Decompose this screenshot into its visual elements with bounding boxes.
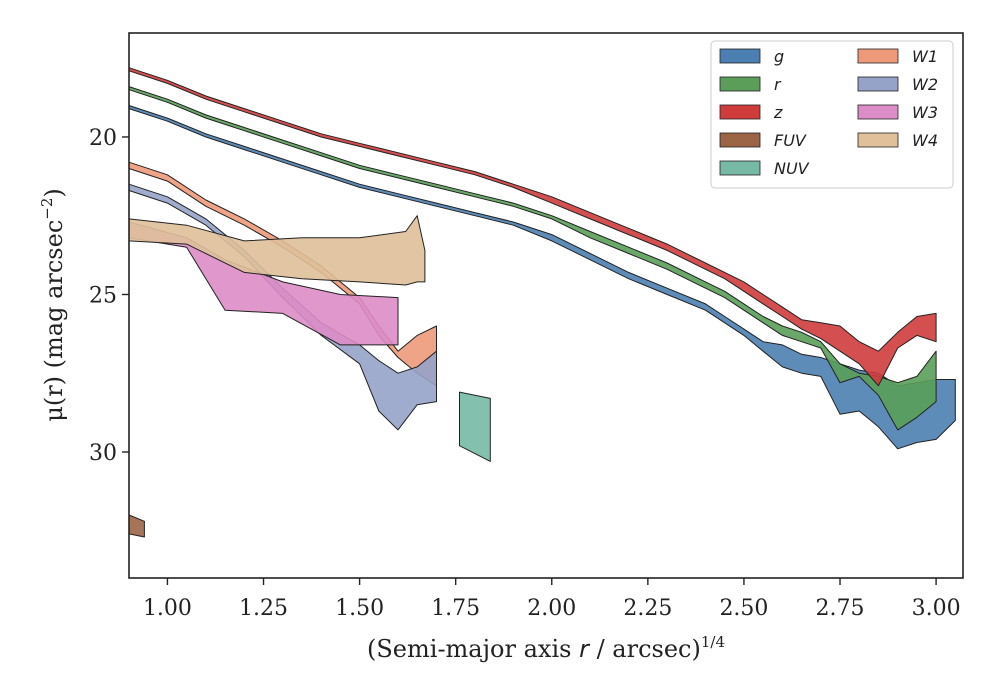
y-tick-label: 25 xyxy=(89,283,117,308)
legend: grz FUV NUV W1 W2 W3 W4 xyxy=(710,40,954,189)
legend-label-w1: W1 xyxy=(912,47,938,66)
x-axis-label-main: (Semi-major axis xyxy=(367,635,579,663)
legend-label-w2: W2 xyxy=(912,75,938,94)
legend-swatch-w4 xyxy=(857,132,899,148)
legend-label-nuv: NUV xyxy=(774,159,810,178)
legend-swatch-nuv xyxy=(719,160,761,176)
x-tick-label: 2.25 xyxy=(623,596,672,621)
x-tick-label: 2.50 xyxy=(719,596,768,621)
legend-swatch-r xyxy=(719,76,761,92)
legend-swatch-fuv xyxy=(719,132,761,148)
y-axis-label-close: ) xyxy=(40,188,68,197)
x-tick-label: 1.00 xyxy=(143,596,192,621)
profile-bands xyxy=(128,67,956,538)
legend-label-g: g xyxy=(774,47,784,66)
x-axis-label: (Semi-major axis r / arcsec)1/4 xyxy=(367,633,725,663)
x-tick-label: 2.75 xyxy=(816,596,865,621)
band-r xyxy=(128,86,937,431)
band-fuv xyxy=(128,514,145,538)
x-tick-label: 2.00 xyxy=(527,596,576,621)
x-axis-label-unit: / arcsec) xyxy=(589,635,701,663)
band-z xyxy=(128,67,937,387)
y-tick-label: 30 xyxy=(89,441,117,466)
y-tick-label: 20 xyxy=(89,126,117,151)
x-axis-label-exponent: 1/4 xyxy=(701,633,725,651)
legend-swatch-w2 xyxy=(857,76,899,92)
legend-label-r: r xyxy=(774,75,782,94)
legend-swatch-w3 xyxy=(857,104,899,120)
x-tick-label: 3.00 xyxy=(912,596,961,621)
legend-label-z: z xyxy=(773,103,783,122)
band-w4 xyxy=(128,215,426,286)
y-axis-label-main: μ(r) (mag arcsec xyxy=(40,220,68,422)
x-axis-label-var: r xyxy=(579,635,591,663)
y-axis-label: μ(r) (mag arcsec−2) xyxy=(38,188,68,422)
y-axis-ticks: 20 25 30 xyxy=(89,126,129,466)
x-tick-label: 1.50 xyxy=(335,596,384,621)
legend-label-fuv: FUV xyxy=(774,131,807,150)
x-tick-label: 1.75 xyxy=(431,596,480,621)
x-tick-label: 1.25 xyxy=(239,596,288,621)
legend-label-w4: W4 xyxy=(912,131,938,150)
band-g xyxy=(128,105,956,450)
legend-swatch-w1 xyxy=(857,48,899,64)
legend-label-w3: W3 xyxy=(912,103,938,122)
y-axis-label-exponent: −2 xyxy=(38,198,56,220)
plot-frame xyxy=(128,32,964,579)
legend-swatch-g xyxy=(719,48,761,64)
x-axis-ticks: 1.00 1.25 1.50 1.75 2.00 2.25 2.50 2.75 3.00 xyxy=(143,578,961,621)
legend-swatch-z xyxy=(719,104,761,120)
band-nuv xyxy=(459,391,491,462)
